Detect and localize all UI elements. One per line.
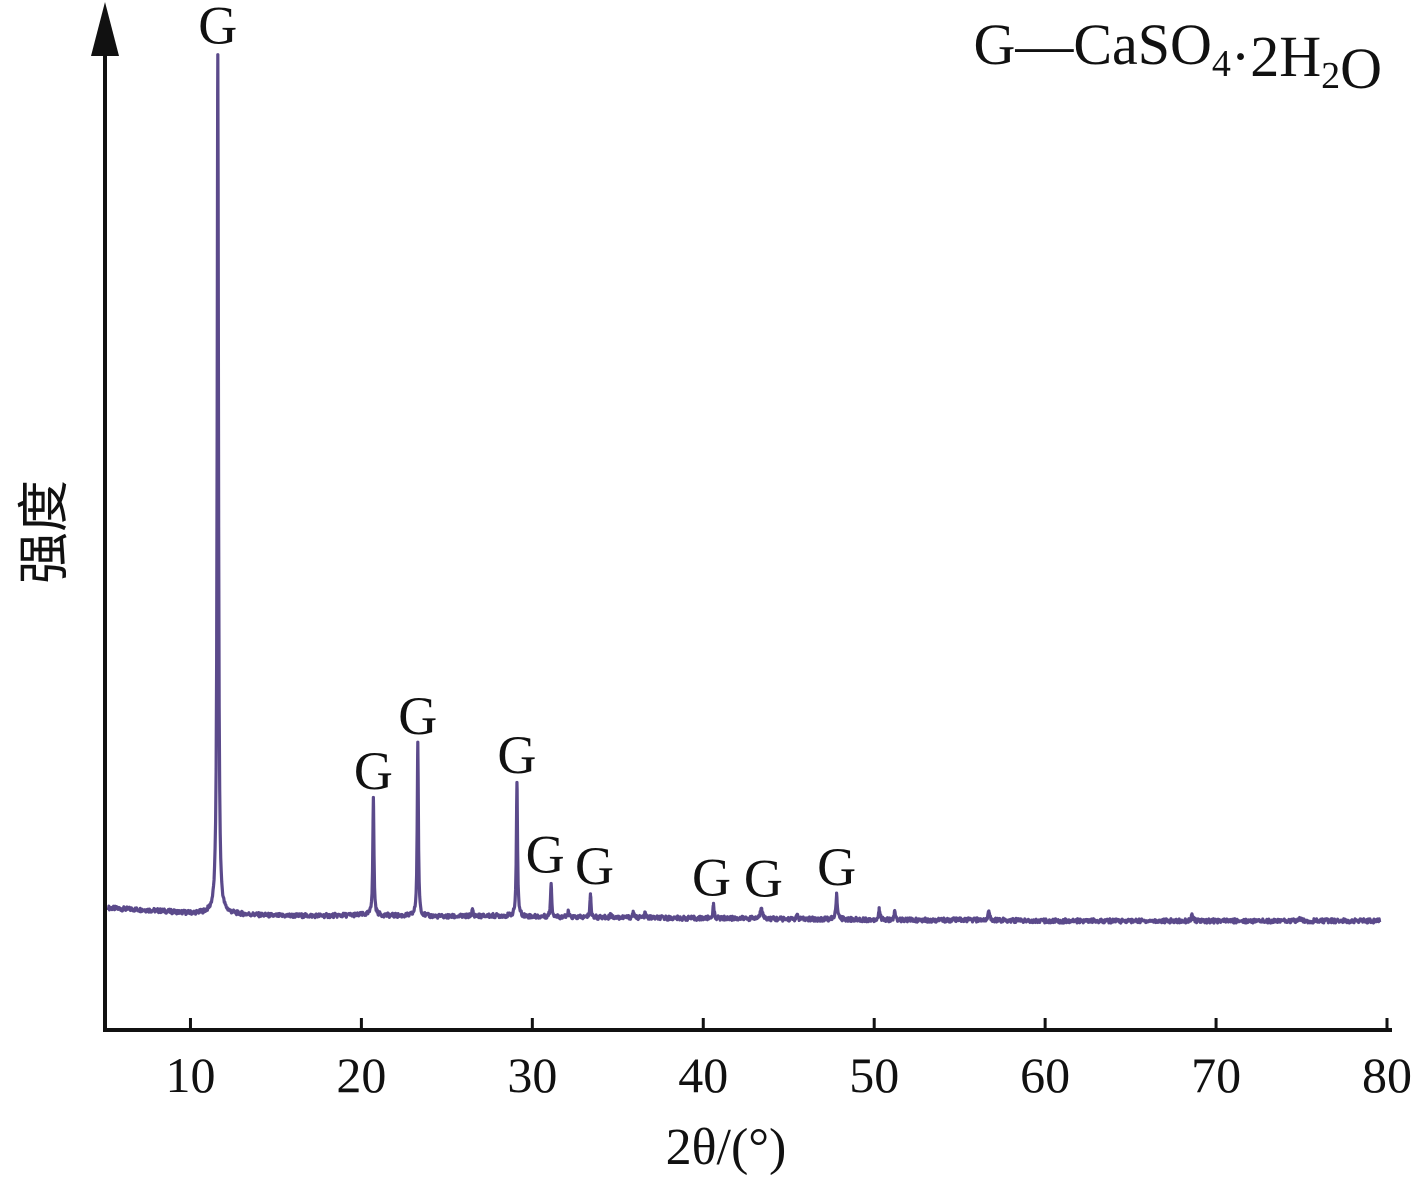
peak-label: G — [575, 836, 614, 896]
legend-subscript: 4 — [1212, 43, 1231, 85]
legend-text-part: G — [973, 12, 1015, 77]
peak-label: G — [817, 837, 856, 897]
legend-entry: G—CaSO4·2H2O — [973, 12, 1382, 101]
series-line — [106, 53, 1382, 925]
legend-subscript: 2 — [1321, 55, 1340, 97]
peak-label: G — [354, 741, 393, 801]
peak-label: G — [198, 0, 237, 56]
peak-label: G — [497, 725, 536, 785]
x-tick-label: 70 — [1191, 1047, 1241, 1103]
x-tick-label: 30 — [507, 1047, 557, 1103]
legend-text-part: CaSO — [1073, 12, 1212, 77]
x-axis-label: 2θ/(°) — [666, 1119, 787, 1176]
x-tick-label: 40 — [678, 1047, 728, 1103]
legend-text-part: ·2H — [1231, 24, 1321, 89]
x-ticks: 10 20 30 40 50 60 70 80 — [165, 1018, 1412, 1103]
peak-label: G — [744, 849, 783, 909]
x-tick-label: 10 — [165, 1047, 215, 1103]
x-tick-label: 60 — [1020, 1047, 1070, 1103]
peak-label: G — [692, 847, 731, 907]
y-axis-label: 强度 — [17, 480, 74, 584]
peak-label: G — [526, 825, 565, 885]
legend-text-part: — — [1014, 12, 1074, 77]
y-axis-arrow-icon — [91, 2, 119, 56]
x-tick-label: 20 — [336, 1047, 386, 1103]
legend-text-part: O — [1340, 36, 1382, 101]
peak-label: G — [398, 686, 437, 746]
x-tick-label: 50 — [849, 1047, 899, 1103]
x-tick-label: 80 — [1362, 1047, 1412, 1103]
axes — [91, 2, 1392, 1032]
